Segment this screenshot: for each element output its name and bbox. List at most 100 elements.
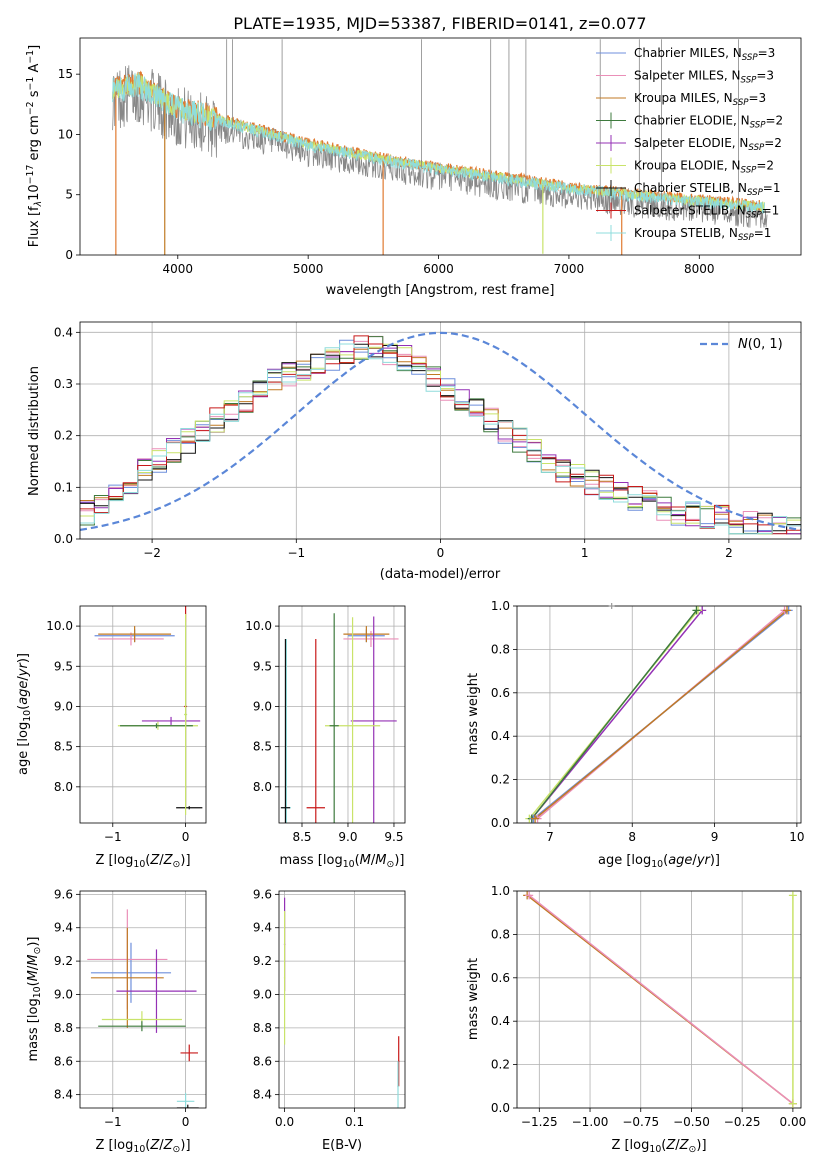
x-tick-label: −0.25: [724, 1115, 761, 1129]
legend-label: Kroupa STELIB, NSSP=1: [634, 226, 771, 243]
weight-marker: [788, 891, 797, 900]
y-tick-label: 9.4: [253, 921, 272, 935]
axes-frame: [278, 605, 406, 824]
y-tick-label: 0.8: [491, 927, 510, 941]
y-tick-label: 0.0: [491, 816, 510, 830]
x-axis-label: E(B-V): [322, 1138, 362, 1153]
axis-label-age: age [log10(age/yr)]: [16, 653, 33, 775]
legend-label: Kroupa ELODIE, NSSP=2: [634, 159, 774, 176]
x-tick-label: 1: [581, 546, 589, 560]
y-tick-label: 8.4: [253, 1088, 272, 1102]
plot-area: [94, 606, 203, 815]
y-tick-label: 9.5: [253, 659, 272, 673]
y-axis-label: Flux [fλ10−17 erg cm−2 s−1 A−1]: [25, 45, 44, 247]
x-tick-label: 10: [789, 830, 804, 844]
y-tick-label: 0.4: [54, 325, 73, 339]
legend-label: Salpeter STELIB, NSSP=1: [634, 204, 779, 221]
x-tick-label: 2: [725, 546, 733, 560]
x-tick-label: 9.0: [338, 830, 357, 844]
x-tick-label: 0: [182, 830, 190, 844]
y-tick-label: 8.5: [54, 740, 73, 754]
ticks: 4000 5000 6000 7000 8000 0 5 10 15: [58, 67, 715, 276]
grid: [279, 891, 405, 1108]
y-tick-label: 8.0: [54, 780, 73, 794]
legend-label: Salpeter ELODIE, NSSP=2: [634, 136, 782, 153]
plot-area: [112, 39, 768, 255]
data-spectrum: [112, 65, 768, 228]
weight-marker: [525, 891, 534, 900]
plot-weight_vs_age: 7 8 9 10 0.0 0.2 0.4 0.6 0.8 1.0 age [log10(age/yr…: [466, 599, 805, 870]
plot-area: [283, 897, 400, 1108]
y-tick-label: 9.0: [253, 699, 272, 713]
weight-line: [534, 609, 788, 820]
legend-label: Chabrier MILES, NSSP=3: [634, 46, 775, 63]
x-tick-label: −1.25: [521, 1115, 558, 1129]
plot-area: [80, 331, 801, 535]
y-tick-label: 9.6: [54, 887, 73, 901]
grid: [517, 605, 801, 824]
x-axis-label: Z [log10(Z/Z⊙)]: [95, 853, 190, 870]
axes-frame: [79, 321, 802, 540]
plot-mass_vs_ebv: 0.0 0.1 8.4 8.6 8.8 9.0 9.2 9.4 9.6 E(B-V): [253, 887, 406, 1153]
axes-frame: [79, 37, 802, 256]
x-tick-label: 0.0: [275, 1115, 294, 1129]
y-tick-label: 1.0: [491, 884, 510, 898]
y-axis-label: mass weight: [466, 673, 481, 755]
x-tick-label: 0.00: [780, 1115, 807, 1129]
y-tick-label: 0.6: [491, 686, 510, 700]
axis-label-mass: mass [log10(M/M⊙)]: [26, 937, 43, 1062]
legend-label: Chabrier STELIB, NSSP=1: [634, 181, 781, 198]
x-tick-label: 0.1: [345, 1115, 364, 1129]
y-tick-label: 10: [58, 127, 73, 141]
y-tick-label: 8.6: [54, 1054, 73, 1068]
x-tick-label: 8.5: [292, 830, 311, 844]
y-tick-label: 9.6: [253, 887, 272, 901]
plot-area: [526, 894, 794, 1105]
y-tick-label: 8.4: [54, 1088, 73, 1102]
y-tick-label: 9.5: [54, 659, 73, 673]
weight-marker: [783, 606, 792, 615]
x-tick-label: 8: [628, 830, 636, 844]
x-tick-label: 0: [437, 546, 445, 560]
axes-frame: [79, 605, 207, 824]
plot-mass_vs_z: −1 0 8.4 8.6 8.8 9.0 9.2 9.4 9.6 Z [log10(Z/Z⊙)] m…: [26, 887, 207, 1155]
axes-frame: [79, 890, 207, 1109]
weight-line: [528, 894, 794, 1105]
x-tick-label: −0.50: [673, 1115, 710, 1129]
model-spectrum-cyan: [112, 72, 765, 214]
ticks: −1 0 8.4 8.6 8.8 9.0 9.2 9.4 9.6: [54, 887, 190, 1129]
plot-weight_vs_z: −1.25 −1.00 −0.75 −0.50 −0.25 0.00 0.0 0.2 0.4 0.…: [466, 884, 806, 1155]
weight-marker: [692, 606, 701, 615]
x-tick-label: −1: [287, 546, 305, 560]
legend-label: Chabrier ELODIE, NSSP=2: [634, 114, 783, 131]
x-tick-label: −0.75: [622, 1115, 659, 1129]
ticks: −1 0 8.0 8.5 9.0 9.5 10.0: [46, 619, 189, 844]
plot-residuals: −2 −1 0 1 2 0.0 0.1 0.2 0.3 0.4 (data-model)/error…: [27, 321, 802, 582]
y-tick-label: 0.2: [54, 429, 73, 443]
plot-area: [280, 613, 399, 823]
y-tick-label: 9.4: [54, 921, 73, 935]
y-tick-label: 0.0: [54, 532, 73, 546]
y-tick-label: 0.4: [491, 1014, 510, 1028]
weight-marker: [788, 1099, 797, 1108]
plot-age_vs_mass: 8.5 9.0 9.5 8.0 8.5 9.0 9.5 10.0 mass [log10(M/M…: [245, 605, 406, 870]
weight-line: [531, 609, 698, 820]
y-tick-label: 9.2: [54, 954, 73, 968]
legend: N(0, 1): [700, 337, 783, 352]
y-tick-label: 8.8: [54, 1021, 73, 1035]
histogram-kroupa-stelib: [80, 343, 801, 535]
ticks: 8.5 9.0 9.5 8.0 8.5 9.0 9.5 10.0: [245, 619, 403, 844]
plot-age_vs_z: −1 0 8.0 8.5 9.0 9.5 10.0 Z [log10(Z/Z⊙)] age [l…: [16, 605, 207, 870]
y-tick-label: 0.0: [491, 1101, 510, 1115]
y-tick-label: 0.4: [491, 729, 510, 743]
y-tick-label: 8.8: [253, 1021, 272, 1035]
axes-frame: [516, 890, 802, 1109]
ticks: −1.25 −1.00 −0.75 −0.50 −0.25 0.00 0.0 0.2 0.4 0.…: [491, 884, 806, 1129]
y-tick-label: 8.5: [253, 740, 272, 754]
x-tick-label: −2: [143, 546, 161, 560]
y-axis-label: mass weight: [466, 958, 481, 1040]
grid: [279, 606, 405, 823]
axis-label-age: age [log10(age/yr)]: [598, 853, 720, 870]
grid: [80, 891, 206, 1108]
y-tick-label: 0.3: [54, 377, 73, 391]
